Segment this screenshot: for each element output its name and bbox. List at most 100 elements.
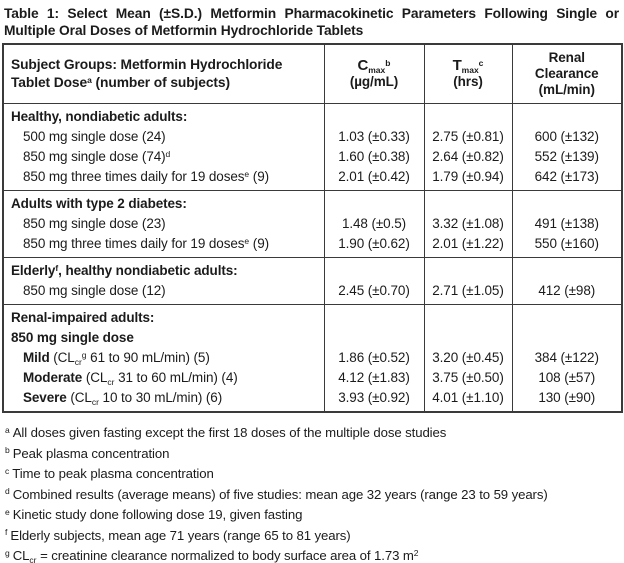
severity-label: Moderate [23,370,83,385]
cmax-value: 2.01 (±0.42) [323,167,424,191]
dose-label-rest: 61 to 90 mL/min) (5) [86,350,210,365]
header-renal-line1: Renal [548,50,585,65]
empty-cell [511,257,622,281]
section-heading: Adults with type 2 diabetes: [3,190,324,214]
footnote-marker: d [5,486,10,496]
empty-cell [423,328,512,348]
table-title: Table 1: Select Mean (±S.D.) Metformin P… [2,5,621,39]
clcr-sub: cr [91,397,99,407]
footnote-ref-a: a [87,74,92,85]
tmax-value: 2.64 (±0.82) [423,147,512,167]
table-row: Elderlyf, healthy nondiabetic adults: [3,257,622,281]
dose-label-rest: 10 to 30 mL/min) (6) [98,390,223,405]
table-row: 850 mg single dose (23) 1.48 (±0.5) 3.32… [3,214,622,234]
table-row: 850 mg three times daily for 19 dosese (… [3,167,622,191]
header-subject-line1: Subject Groups: Metformin Hydrochloride [11,57,283,72]
dose-label: 850 mg single dose (74)d [3,147,324,167]
footnote-marker: c [5,465,10,476]
squared-sup: 2 [413,547,419,558]
cmax-value: 3.93 (±0.92) [323,388,424,412]
table-row: Mild (CLcrg 61 to 90 mL/min) (5) 1.86 (±… [3,348,622,368]
footnote-line-f: f Elderly subjects, mean age 71 years (ra… [5,526,621,547]
dose-label: 850 mg three times daily for 19 dosese (… [3,234,324,258]
dose-label-rest: 31 to 60 mL/min) (4) [114,370,238,385]
footnote-ref-b: b [385,57,391,68]
renal-clearance-value: 550 (±160) [511,234,622,258]
footnote-text: Elderly subjects, mean age 71 years (ran… [10,527,351,543]
dose-label-text: 850 mg three times daily for 19 doses [23,169,245,184]
renal-clearance-value: 108 (±57) [511,368,622,388]
header-subject-groups: Subject Groups: Metformin Hydrochloride … [3,44,324,104]
footnote-marker: e [5,506,10,517]
clcr-sub: cr [107,377,115,387]
cmax-value: 1.48 (±0.5) [323,214,424,234]
renal-clearance-value: 642 (±173) [511,167,622,191]
table-row: 500 mg single dose (24) 1.03 (±0.33) 2.7… [3,127,622,147]
table-title-line1: Table 1: Select Mean (±S.D.) Metformin P… [4,6,619,21]
table-row: 850 mg three times daily for 19 dosese (… [3,234,622,258]
header-subject-line2-text: Tablet Dose [11,75,88,90]
cmax-value: 1.90 (±0.62) [323,234,424,258]
cmax-symbol-base: C [357,57,369,74]
dose-label-text: 850 mg single dose (74) [23,149,166,164]
header-renal-clearance: Renal Clearance (mL/min) [511,44,622,104]
table-row: Renal-impaired adults: [3,304,622,328]
tmax-value: 3.20 (±0.45) [423,348,512,368]
header-cmax: Cmaxb (µg/mL) [323,44,424,104]
empty-cell [423,103,512,127]
footnotes: a All doses given fasting except the firs… [2,423,621,563]
renal-clearance-value: 600 (±132) [511,127,622,147]
cmax-value: 1.86 (±0.52) [323,348,424,368]
renal-clearance-value: 384 (±122) [511,348,622,368]
section-heading: Renal-impaired adults: [3,304,324,328]
footnote-line-b: b Peak plasma concentration [5,444,621,465]
footnote-line-c: c Time to peak plasma concentration [5,464,621,485]
section-heading-text: Elderly [11,263,56,278]
header-renal-line2: Clearance [534,66,599,81]
tmax-value: 3.75 (±0.50) [423,368,512,388]
tmax-value: 2.75 (±0.81) [423,127,512,147]
tmax-value: 1.79 (±0.94) [423,167,512,191]
table-row: Severe (CLcr 10 to 30 mL/min) (6) 3.93 (… [3,388,622,412]
header-subject-line2-rest: (number of subjects) [91,75,231,90]
renal-clearance-value: 412 (±98) [511,281,622,305]
renal-clearance-value: 130 (±90) [511,388,622,412]
empty-cell [423,304,512,328]
dose-label: 850 mg single dose (23) [23,216,166,231]
footnote-text: All doses given fasting except the first… [12,425,447,440]
footnote-text: Combined results (average means) of five… [12,486,548,502]
empty-cell [511,190,622,214]
dose-label: Severe (CLcr 10 to 30 mL/min) (6) [3,388,324,412]
dose-label: 850 mg three times daily for 19 dosese (… [3,167,324,191]
empty-cell [323,304,424,328]
footnote-marker: g [5,547,10,558]
table-row: 850 mg single dose [3,328,622,348]
dose-label-text: (CL [49,350,75,365]
severity-label: Severe [23,390,67,405]
pk-parameters-table: Subject Groups: Metformin Hydrochloride … [2,43,623,413]
footnote-ref-e: e [244,168,250,179]
footnote-ref-e: e [244,235,250,246]
empty-cell [511,103,622,127]
table-row: Moderate (CLcr 31 to 60 mL/min) (4) 4.12… [3,368,622,388]
dose-label-count: (9) [249,169,270,184]
table-row: Adults with type 2 diabetes: [3,190,622,214]
severity-label: Mild [23,350,50,365]
footnote-marker: f [5,527,8,537]
footnote-line-a: a All doses given fasting except the firs… [5,423,621,444]
tmax-value: 4.01 (±1.10) [423,388,512,412]
header-cmax-unit: (µg/mL) [349,74,399,89]
cmax-value: 2.45 (±0.70) [323,281,424,305]
footnote-marker: b [5,445,10,455]
header-subject-line2: Tablet Dosea (number of subjects) [11,74,320,92]
tmax-value: 2.71 (±1.05) [423,281,512,305]
footnote-line-g: g CLcr = creatinine clearance normalized … [5,546,621,563]
dose-label-count: (9) [249,236,270,251]
footnote-marker: a [5,424,10,435]
empty-cell [323,257,424,281]
footnote-text: CL [12,548,30,563]
cmax-symbol-sub: max [368,65,386,75]
renal-clearance-value: 552 (±139) [511,147,622,167]
footnote-text-mid: = creatinine clearance normalized to bod… [36,548,414,563]
